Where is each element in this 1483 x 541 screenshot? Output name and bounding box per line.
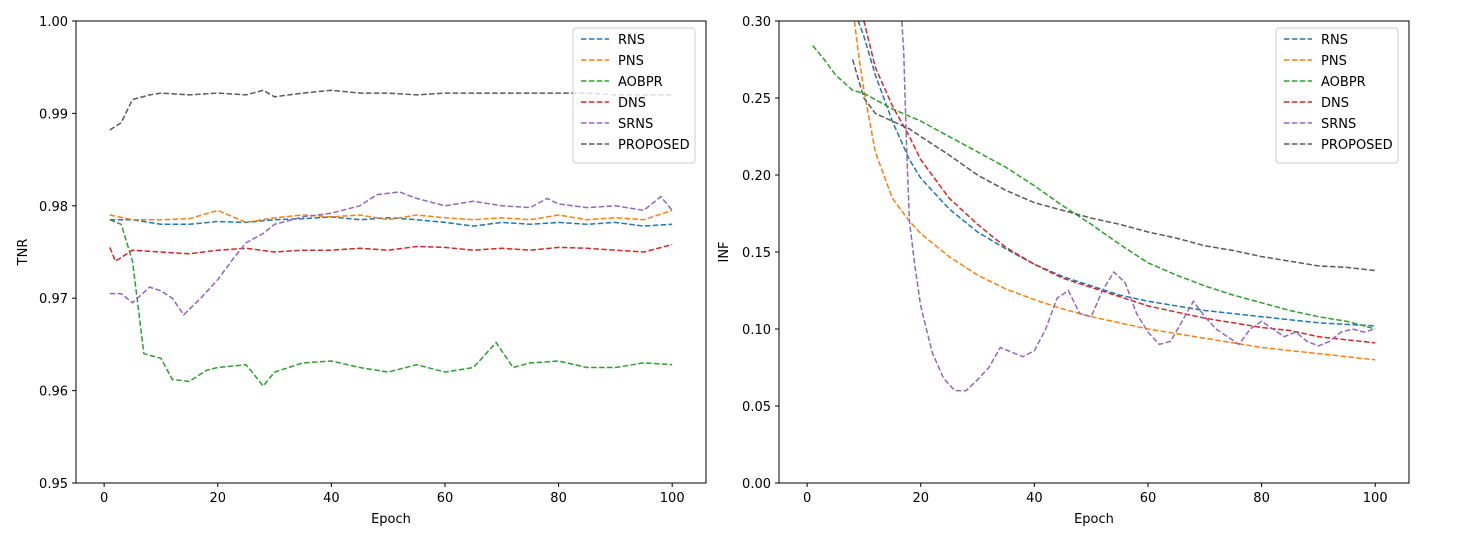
tnr-legend-label: PNS	[618, 54, 644, 69]
inf-x-tick-label: 100	[1363, 491, 1388, 506]
inf-y-axis-label: INF	[717, 241, 732, 262]
inf-series-proposed-line	[851, 59, 1376, 272]
tnr-series-proposed-line	[109, 89, 673, 131]
inf-x-tick-label: 0	[803, 491, 811, 506]
inf-legend-label: RNS	[1321, 33, 1348, 48]
tnr-series-aobpr-line	[109, 219, 673, 388]
inf-y-tick-label: 0.30	[742, 15, 771, 30]
inf-y-tick-label: 0.20	[742, 169, 771, 184]
tnr-legend: RNS PNS AOBPR DNS SRNS PROPOSED	[572, 27, 696, 164]
inf-series-dns-line	[863, 21, 1376, 344]
inf-series-layer	[812, 21, 1376, 392]
inf-y-tick-label: 0.00	[742, 477, 771, 492]
tnr-y-tick-label: 0.99	[39, 107, 68, 122]
tnr-chart: 0 20 40 60 80 100 0.95 0.96 0.97 0.98 0.99 1.00 Ep…	[16, 15, 707, 527]
inf-legend-label: SRNS	[1321, 117, 1356, 132]
inf-legend-label: AOBPR	[1321, 75, 1366, 90]
inf-legend: RNS PNS AOBPR DNS SRNS PROPOSED	[1275, 27, 1399, 164]
tnr-y-tick-label: 0.98	[39, 200, 68, 215]
tnr-legend-label: AOBPR	[618, 75, 663, 90]
inf-y-tick-label: 0.10	[742, 323, 771, 338]
inf-legend-label: PNS	[1321, 54, 1347, 69]
tnr-series-pns-line	[109, 209, 673, 224]
inf-y-ticks: 0.00 0.05 0.10 0.15 0.20 0.25 0.30	[742, 15, 779, 492]
inf-x-tick-label: 60	[1140, 491, 1157, 506]
tnr-legend-label: RNS	[618, 33, 645, 48]
tnr-y-tick-label: 0.96	[39, 385, 68, 400]
inf-y-tick-label: 0.25	[742, 92, 771, 107]
tnr-series-dns-line	[109, 243, 673, 263]
inf-chart: 0 20 40 60 80 100 0.00 0.05 0.10 0.15 0.20 0.25 0.3…	[717, 15, 1410, 527]
inf-y-tick-label: 0.15	[742, 246, 771, 261]
tnr-y-tick-label: 1.00	[39, 15, 68, 30]
inf-series-rns-line	[857, 21, 1376, 327]
inf-y-tick-label: 0.05	[742, 400, 771, 415]
tnr-y-tick-label: 0.95	[39, 477, 68, 492]
inf-series-aobpr-line	[812, 45, 1376, 330]
tnr-series-srns-line	[109, 191, 673, 316]
tnr-plot-frame	[75, 20, 707, 484]
inf-series-srns-line	[901, 21, 1376, 392]
tnr-legend-label: DNS	[618, 96, 646, 111]
tnr-x-tick-label: 40	[323, 491, 340, 506]
tnr-x-tick-label: 80	[550, 491, 567, 506]
tnr-x-axis-label: Epoch	[371, 512, 411, 527]
tnr-y-axis-label: TNR	[16, 239, 31, 267]
inf-x-tick-label: 40	[1026, 491, 1043, 506]
tnr-x-tick-label: 60	[437, 491, 454, 506]
tnr-legend-box	[572, 27, 696, 164]
tnr-x-ticks: 0 20 40 60 80 100	[100, 483, 685, 506]
tnr-series-rns-line	[109, 216, 673, 227]
inf-legend-label: DNS	[1321, 96, 1349, 111]
tnr-legend-label: PROPOSED	[618, 138, 690, 153]
inf-legend-label: PROPOSED	[1321, 138, 1393, 153]
inf-x-tick-label: 80	[1253, 491, 1270, 506]
tnr-legend-label: SRNS	[618, 117, 653, 132]
inf-series-pns-line	[853, 21, 1376, 361]
tnr-y-ticks: 0.95 0.96 0.97 0.98 0.99 1.00	[39, 15, 76, 492]
inf-x-tick-label: 20	[912, 491, 929, 506]
inf-legend-box	[1275, 27, 1399, 164]
tnr-series-layer	[109, 89, 673, 388]
tnr-x-tick-label: 0	[100, 491, 108, 506]
inf-x-axis-label: Epoch	[1074, 512, 1114, 527]
inf-x-ticks: 0 20 40 60 80 100	[803, 483, 1388, 506]
tnr-y-tick-label: 0.97	[39, 292, 68, 307]
tnr-x-tick-label: 100	[660, 491, 685, 506]
tnr-x-tick-label: 20	[209, 491, 226, 506]
